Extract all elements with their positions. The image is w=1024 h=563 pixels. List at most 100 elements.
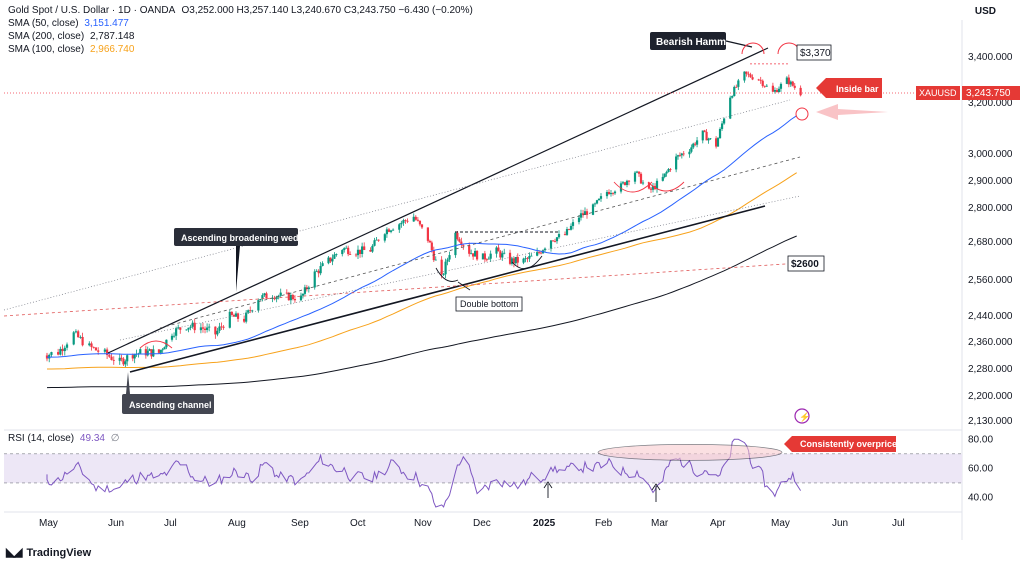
candle-body: [319, 265, 322, 274]
candle-body: [94, 347, 98, 351]
candle-body: [633, 172, 637, 182]
wedge-lower-line: [129, 205, 766, 373]
candle-body: [625, 180, 629, 186]
currency-label[interactable]: USD: [974, 6, 996, 17]
candle-body: [72, 332, 75, 345]
candle-body: [510, 258, 514, 264]
bottom-arc-right: [511, 255, 543, 270]
candle-body: [692, 143, 695, 148]
candle-body: [57, 352, 60, 355]
candle-body: [690, 147, 693, 152]
time-tick-label: Jul: [892, 518, 905, 529]
time-tick-label: Jun: [832, 518, 848, 529]
rsi-up-arrowhead-2: [651, 483, 661, 491]
candle-body: [635, 171, 639, 173]
symbol-row: Gold Spot / U.S. Dollar · 1D · OANDA O3,…: [8, 4, 473, 17]
candle-body: [793, 85, 796, 88]
candle-body: [595, 200, 599, 204]
candle-body: [402, 220, 405, 223]
candle-body: [426, 227, 429, 241]
sma100-legend[interactable]: SMA (100, close) 2,966.740: [8, 43, 473, 56]
candle-body: [688, 151, 691, 155]
candle-body: [563, 234, 567, 235]
candle-body: [475, 250, 479, 260]
candle-body: [651, 185, 655, 190]
channel-mid-dashed: [159, 156, 801, 329]
chart-legend: Gold Spot / U.S. Dollar · 1D · OANDA O3,…: [8, 4, 473, 56]
last-price-tag[interactable]: [962, 86, 1020, 100]
rsi-band: [4, 453, 962, 483]
candle-body: [528, 256, 531, 259]
candle-body: [97, 350, 100, 352]
candle-body: [485, 259, 488, 261]
price-tick-label: 2,130.000: [968, 416, 1013, 427]
candle-body: [236, 313, 240, 319]
candle-body: [177, 327, 180, 329]
candle-body: [81, 336, 84, 346]
candle-body: [185, 329, 188, 331]
time-tick-label: Apr: [710, 518, 726, 529]
candle-body: [420, 224, 424, 228]
candle-body: [247, 310, 250, 313]
candle-body: [179, 327, 182, 330]
candle-body: [152, 349, 155, 357]
tradingview-logo[interactable]: ◣◢ TradingView: [6, 545, 91, 559]
candle-body: [412, 216, 415, 222]
candle-body: [623, 182, 627, 186]
candle-body: [133, 354, 136, 359]
overpriced-ellipse: [597, 444, 783, 461]
candle-body: [124, 361, 127, 365]
candle-body: [329, 257, 332, 262]
candle-body: [343, 248, 346, 251]
candle-body: [543, 248, 547, 251]
hammer-circle: [741, 42, 765, 55]
candle-body: [524, 258, 527, 260]
time-tick-label: May: [771, 518, 790, 529]
sma50-legend[interactable]: SMA (50, close) 3,151.477: [8, 17, 473, 30]
candle-body: [193, 322, 196, 331]
price-tick-label: 2,900.000: [968, 176, 1013, 187]
candle-body: [581, 213, 585, 215]
rsi-legend[interactable]: RSI (14, close) 49.34 ∅: [8, 433, 119, 444]
sma200-label: SMA (200, close): [8, 31, 85, 42]
alert-icon[interactable]: [794, 408, 810, 424]
candle-body: [442, 274, 445, 276]
level-2600-label: $2600: [791, 259, 819, 270]
candle-body: [714, 138, 718, 147]
price-tick-label: 2,560.000: [968, 275, 1013, 286]
candle-body: [460, 241, 463, 246]
time-tick-label: Mar: [651, 518, 669, 529]
candle-body: [327, 257, 330, 264]
candle-body: [232, 314, 236, 317]
candle-body: [731, 96, 734, 98]
arc-feb: [613, 181, 653, 193]
candle-body: [761, 80, 764, 86]
candle-body: [458, 239, 461, 242]
candle-body: [749, 74, 752, 78]
candle-body: [536, 252, 539, 256]
price-tick-label: 2,200.000: [968, 391, 1013, 402]
candle-body: [317, 270, 320, 274]
candle-body: [315, 270, 318, 272]
level-2600-box: [787, 255, 825, 272]
candle-body: [707, 138, 710, 141]
candle-body: [349, 254, 352, 255]
candle-body: [609, 193, 613, 195]
candle-body: [703, 130, 706, 132]
sma50-line: [46, 115, 797, 358]
candle-body: [59, 348, 62, 355]
candle-body: [787, 77, 790, 85]
candle-body: [571, 222, 575, 226]
candle-body: [335, 254, 338, 255]
symbol-tag[interactable]: [916, 86, 960, 100]
candle-body: [611, 193, 615, 194]
channel-upper-dotted: [3, 99, 791, 311]
candle-body: [799, 87, 802, 96]
sma200-legend[interactable]: SMA (200, close) 2,787.148: [8, 30, 473, 43]
candle-body: [387, 229, 391, 232]
candle-body: [583, 211, 587, 215]
price-tick-label: 3,200.000: [968, 98, 1013, 109]
bearish-hammer-pointer: [725, 40, 753, 48]
candle-body: [333, 254, 336, 259]
